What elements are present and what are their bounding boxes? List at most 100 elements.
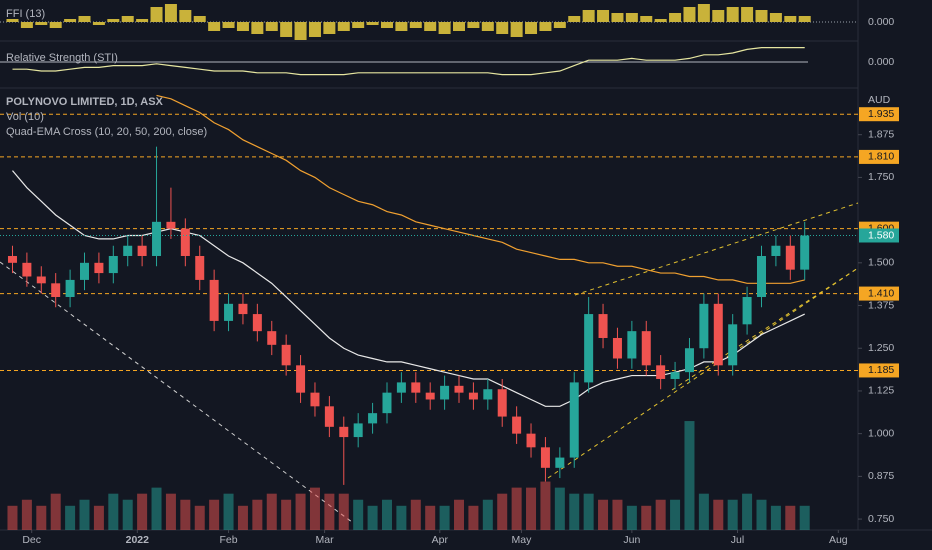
x-tick-label: Dec <box>22 534 41 546</box>
ffi-bar <box>568 16 581 22</box>
candle-body <box>152 221 162 256</box>
volume-bar <box>698 493 709 530</box>
ffi-bar <box>294 22 307 40</box>
ffi-bar <box>380 22 393 28</box>
candle-body <box>382 392 392 414</box>
candle-body <box>425 392 435 400</box>
volume-bar <box>122 499 133 530</box>
volume-bar <box>295 493 306 530</box>
ffi-bar <box>582 10 595 22</box>
volume-bar <box>770 505 781 530</box>
y-tick-label: 1.500 <box>868 257 894 269</box>
volume-bar <box>468 505 479 530</box>
volume-bar <box>554 487 565 530</box>
candle-body <box>512 416 522 434</box>
candle-body <box>411 382 421 393</box>
volume-bar <box>50 493 61 530</box>
candle-body <box>526 433 536 448</box>
y-tick-label: 0.000 <box>868 56 894 68</box>
candle-body <box>339 426 349 438</box>
ffi-bar <box>597 10 610 22</box>
x-tick-label: May <box>512 534 533 546</box>
ffi-bar <box>150 7 163 22</box>
ffi-bar <box>337 22 350 31</box>
price-level-label: 1.935 <box>868 108 894 120</box>
indicator-title: Quad-EMA Cross (10, 20, 50, 200, close) <box>6 126 207 138</box>
volume-bar <box>108 493 119 530</box>
candle-body <box>123 245 133 256</box>
volume-bar <box>237 505 248 530</box>
volume-bar <box>367 505 378 530</box>
pane-title: FFI (13) <box>6 8 45 20</box>
candle-body <box>641 331 651 366</box>
volume-bar <box>655 499 666 530</box>
ffi-bar <box>265 22 278 31</box>
candle-body <box>65 279 75 297</box>
price-level-label: 1.185 <box>868 364 894 376</box>
candle-body <box>252 314 262 332</box>
candle-body <box>51 283 61 297</box>
ffi-bar <box>539 22 552 31</box>
candle-body <box>137 245 147 256</box>
candle-body <box>483 389 493 400</box>
candle-body <box>454 385 464 393</box>
candle-body <box>368 413 378 424</box>
volume-bar <box>180 499 191 530</box>
price-level-box <box>859 107 899 122</box>
candle-body <box>224 303 234 321</box>
price-level-label: 1.410 <box>868 287 894 299</box>
volume-bar <box>309 487 320 530</box>
ffi-bar <box>308 22 321 37</box>
ffi-bar <box>669 13 682 22</box>
x-tick-label: Aug <box>829 534 848 546</box>
trend-line <box>671 267 859 391</box>
candle-body <box>785 245 795 270</box>
volume-bar <box>569 493 580 530</box>
volume-bar <box>209 499 220 530</box>
candle-body <box>180 228 190 256</box>
candle-body <box>296 365 306 393</box>
volume-bar <box>497 493 508 530</box>
candle-body <box>36 276 46 284</box>
candle-body <box>800 235 810 270</box>
volume-bar <box>684 421 695 530</box>
volume-bar <box>266 493 277 530</box>
volume-bar <box>756 499 767 530</box>
volume-bar <box>454 499 465 530</box>
symbol-title: POLYNOVO LIMITED, 1D, ASX <box>6 96 164 108</box>
sti-line <box>12 46 805 76</box>
candle-body <box>598 314 608 338</box>
volume-bar <box>425 505 436 530</box>
candle-body <box>771 245 781 256</box>
ffi-bar <box>208 22 221 31</box>
trend-line <box>547 267 859 479</box>
candle-body <box>22 262 32 277</box>
currency-label: AUD <box>868 94 891 106</box>
volume-bar <box>799 505 810 530</box>
volume-bar <box>727 499 738 530</box>
candle-body <box>540 447 550 468</box>
ffi-bar <box>712 10 725 22</box>
x-tick-label: Apr <box>432 534 449 546</box>
candle-body <box>440 385 450 400</box>
ffi-bar <box>683 7 696 22</box>
ffi-bar <box>395 22 408 31</box>
y-tick-label: 0.750 <box>868 513 894 525</box>
candle-body <box>324 406 334 427</box>
x-tick-label: 2022 <box>126 534 150 546</box>
ffi-bar <box>424 22 437 31</box>
ffi-bar <box>726 7 739 22</box>
volume-bar <box>410 499 421 530</box>
price-level-box <box>859 149 899 164</box>
ffi-bar <box>121 16 134 22</box>
volume-bar <box>338 493 349 530</box>
volume-bar <box>713 499 724 530</box>
x-tick-label: Feb <box>219 534 237 546</box>
volume-bar <box>93 505 104 530</box>
candle-body <box>166 221 176 229</box>
candle-body <box>108 255 118 274</box>
ffi-bar <box>222 22 235 28</box>
volume-bar <box>36 505 47 530</box>
ffi-bar <box>798 16 811 22</box>
